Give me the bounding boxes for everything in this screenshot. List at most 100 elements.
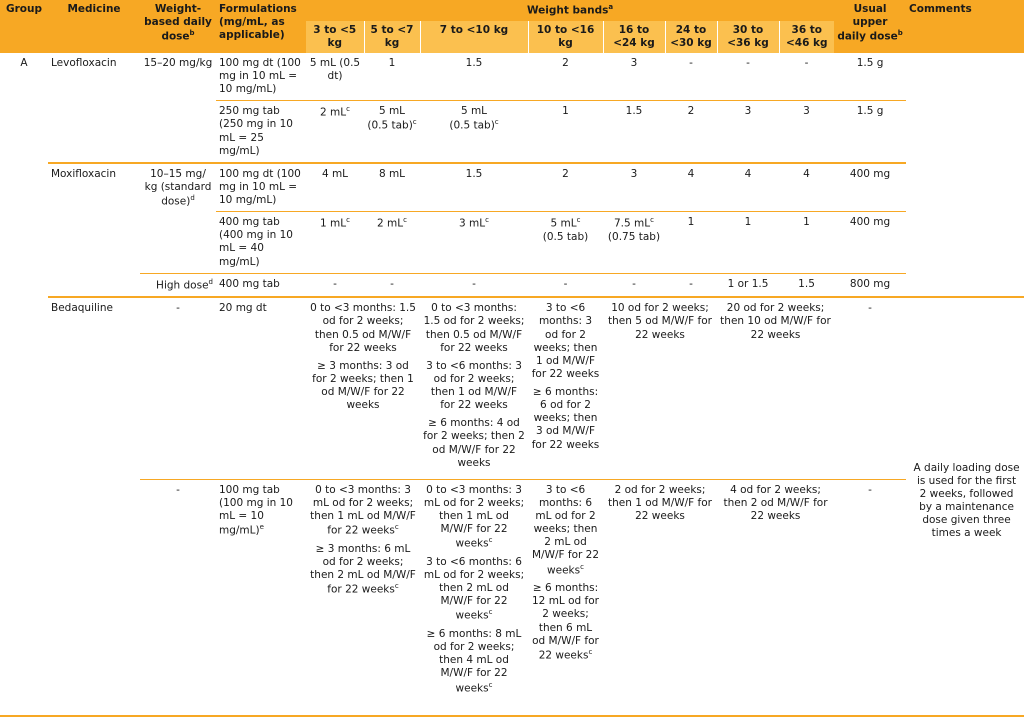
col-weight-based: Weight-based daily doseb — [140, 0, 216, 53]
col-usual-upper: Usual upper daily doseb — [834, 0, 907, 53]
band-cell: 2 mLc — [306, 100, 364, 163]
band-cell: 3 to <6 months: 6 mL od for 2 weeks; the… — [528, 478, 603, 705]
band-cell: 0 to <3 months: 1.5 od for 2 weeks; then… — [420, 296, 528, 480]
table-row: Moxifloxacin 10–15 mg/ kg (standard dose… — [0, 161, 1024, 298]
formulation-cell: 100 mg dt (100 mg in 10 mL = 10 mg/mL) — [219, 56, 301, 96]
band-cell: 1.5 — [603, 100, 665, 163]
band-cell: 5 mL (0.5 dt) — [309, 56, 361, 82]
band-cell: - — [603, 272, 665, 298]
band-cell: 1.5 — [465, 56, 483, 69]
band-cell: 4 — [665, 161, 717, 212]
band-header: 30 to <36 kg — [716, 20, 779, 53]
medicine-cell: Levofloxacin — [51, 56, 117, 69]
band-cell: 3 mLc — [420, 211, 528, 274]
table-row: Bedaquiline - 20 mg dt 0 to <3 months: 1… — [0, 296, 1024, 705]
band-cell: 2 od for 2 weeks; then 1 od M/W/F for 22… — [603, 478, 717, 705]
band-cell: 2 — [562, 56, 569, 69]
col-formulations: Formulations (mg/mL, as applicable) — [216, 0, 306, 53]
col-weight-bands: Weight bandsa — [306, 0, 835, 21]
band-cell: - — [665, 272, 717, 298]
band-cell: - — [364, 272, 420, 298]
band-header: 3 to <5 kg — [306, 20, 364, 53]
group-cell: A — [20, 56, 28, 69]
comment-cell: A daily loading dose is used for the fir… — [906, 296, 1024, 705]
table-bottom-rule — [0, 715, 1024, 717]
band-cell: 3 to <6 months: 3 od for 2 weeks; then 1… — [528, 296, 603, 480]
band-cell: 4 od for 2 weeks; then 2 od M/W/F for 22… — [717, 478, 835, 705]
band-cell: - — [306, 272, 364, 298]
band-cell: 1 — [388, 56, 396, 69]
band-header: 24 to <30 kg — [664, 20, 717, 53]
band-cell: 4 mL — [306, 161, 364, 212]
table-row: - 100 mg tab (100 mg in 10 mL = 10 mg/mL… — [0, 478, 1024, 705]
band-cell: 3 — [603, 161, 665, 212]
band-cell: 8 mL — [364, 161, 420, 212]
upper-cell: - — [834, 478, 907, 705]
col-comments: Comments — [906, 0, 1024, 53]
dose-cell: High dosed — [140, 272, 216, 298]
band-cell: 4 — [717, 161, 779, 212]
medicine-cell: Moxifloxacin — [48, 161, 140, 298]
band-cell: 0 to <3 months: 3 mL od for 2 weeks; the… — [306, 478, 420, 705]
band-header: 5 to <7 kg — [363, 20, 420, 53]
band-cell: - — [420, 272, 528, 298]
table-row: A Levofloxacin 15–20 mg/kg 100 mg dt (10… — [0, 53, 1024, 101]
band-cell: 1 — [528, 100, 603, 163]
dose-cell: - — [140, 478, 216, 705]
band-header-row: 3 to <5 kg 5 to <7 kg 7 to <10 kg 10 to … — [0, 20, 1024, 53]
dosing-table: Group Medicine Weight-based daily doseb … — [0, 0, 1024, 705]
formulation-cell: 400 mg tab — [216, 272, 306, 298]
formulation-cell: 100 mg tab (100 mg in 10 mL = 10 mg/mL)e — [216, 478, 306, 705]
band-cell: 5 mL (0.5 tab)c — [364, 100, 420, 163]
band-header: 16 to <24 kg — [602, 20, 665, 53]
upper-cell: 1.5 g — [834, 100, 907, 163]
formulation-cell: 400 mg tab (400 mg in 10 mL = 40 mg/mL) — [216, 211, 306, 274]
band-cell: 3 — [779, 100, 835, 163]
band-cell: 2 mLc — [364, 211, 420, 274]
band-cell: 4 — [779, 161, 835, 212]
band-cell: 1.5 — [420, 161, 528, 212]
band-cell: 5 mL (0.5 tab)c — [420, 100, 528, 163]
band-cell: 0 to <3 months: 3 mL od for 2 weeks; the… — [420, 478, 528, 705]
upper-cell: 1.5 g — [856, 56, 884, 69]
band-cell: 3 — [630, 56, 638, 69]
band-header: 7 to <10 kg — [419, 20, 528, 53]
band-cell: 5 mLc (0.5 tab) — [528, 211, 603, 274]
col-medicine: Medicine — [48, 0, 140, 53]
band-cell: - — [746, 56, 750, 69]
formulation-cell: 100 mg dt (100 mg in 10 mL = 10 mg/mL) — [216, 161, 306, 212]
band-cell: - — [804, 56, 809, 69]
band-cell: 2 — [665, 100, 717, 163]
band-cell: - — [689, 56, 693, 69]
upper-cell: 400 mg — [834, 161, 907, 212]
band-cell: - — [528, 272, 603, 298]
formulation-cell: 250 mg tab (250 mg in 10 mL = 25 mg/mL) — [216, 100, 306, 163]
upper-cell: 800 mg — [834, 272, 907, 298]
table-row: 400 mg tab (400 mg in 10 mL = 40 mg/mL) … — [0, 211, 1024, 274]
band-cell: 20 od for 2 weeks; then 10 od M/W/F for … — [717, 296, 835, 480]
formulation-cell: 20 mg dt — [216, 296, 306, 480]
upper-cell: 400 mg — [834, 211, 907, 274]
band-cell: 3 — [717, 100, 779, 163]
band-cell: 0 to <3 months: 1.5 od for 2 weeks; then… — [306, 296, 420, 480]
band-header: 10 to <16 kg — [527, 20, 603, 53]
band-header: 36 to <46 kg — [778, 20, 835, 53]
col-group: Group — [0, 0, 48, 53]
band-cell: 1 — [779, 211, 835, 274]
band-cell: 7.5 mLc (0.75 tab) — [603, 211, 665, 274]
dose-cell: 10–15 mg/ kg (standard dose)d — [140, 161, 216, 274]
band-cell: 1 — [665, 211, 717, 274]
dose-cell: 15–20 mg/kg — [143, 56, 213, 69]
comment-cell — [906, 53, 1024, 297]
table-row: 250 mg tab (250 mg in 10 mL = 25 mg/mL) … — [0, 100, 1024, 163]
band-cell: 1 mLc — [306, 211, 364, 274]
band-cell: 1.5 — [779, 272, 835, 298]
band-cell: 10 od for 2 weeks; then 5 od M/W/F for 2… — [603, 296, 717, 480]
band-cell: 1 or 1.5 — [717, 272, 779, 298]
header-row: Group Medicine Weight-based daily doseb … — [0, 0, 1024, 53]
dose-cell: - — [140, 296, 216, 480]
band-cell: 2 — [528, 161, 603, 212]
band-cell: 1 — [717, 211, 779, 274]
upper-cell: - — [834, 296, 907, 480]
medicine-cell: Bedaquiline — [48, 296, 140, 705]
